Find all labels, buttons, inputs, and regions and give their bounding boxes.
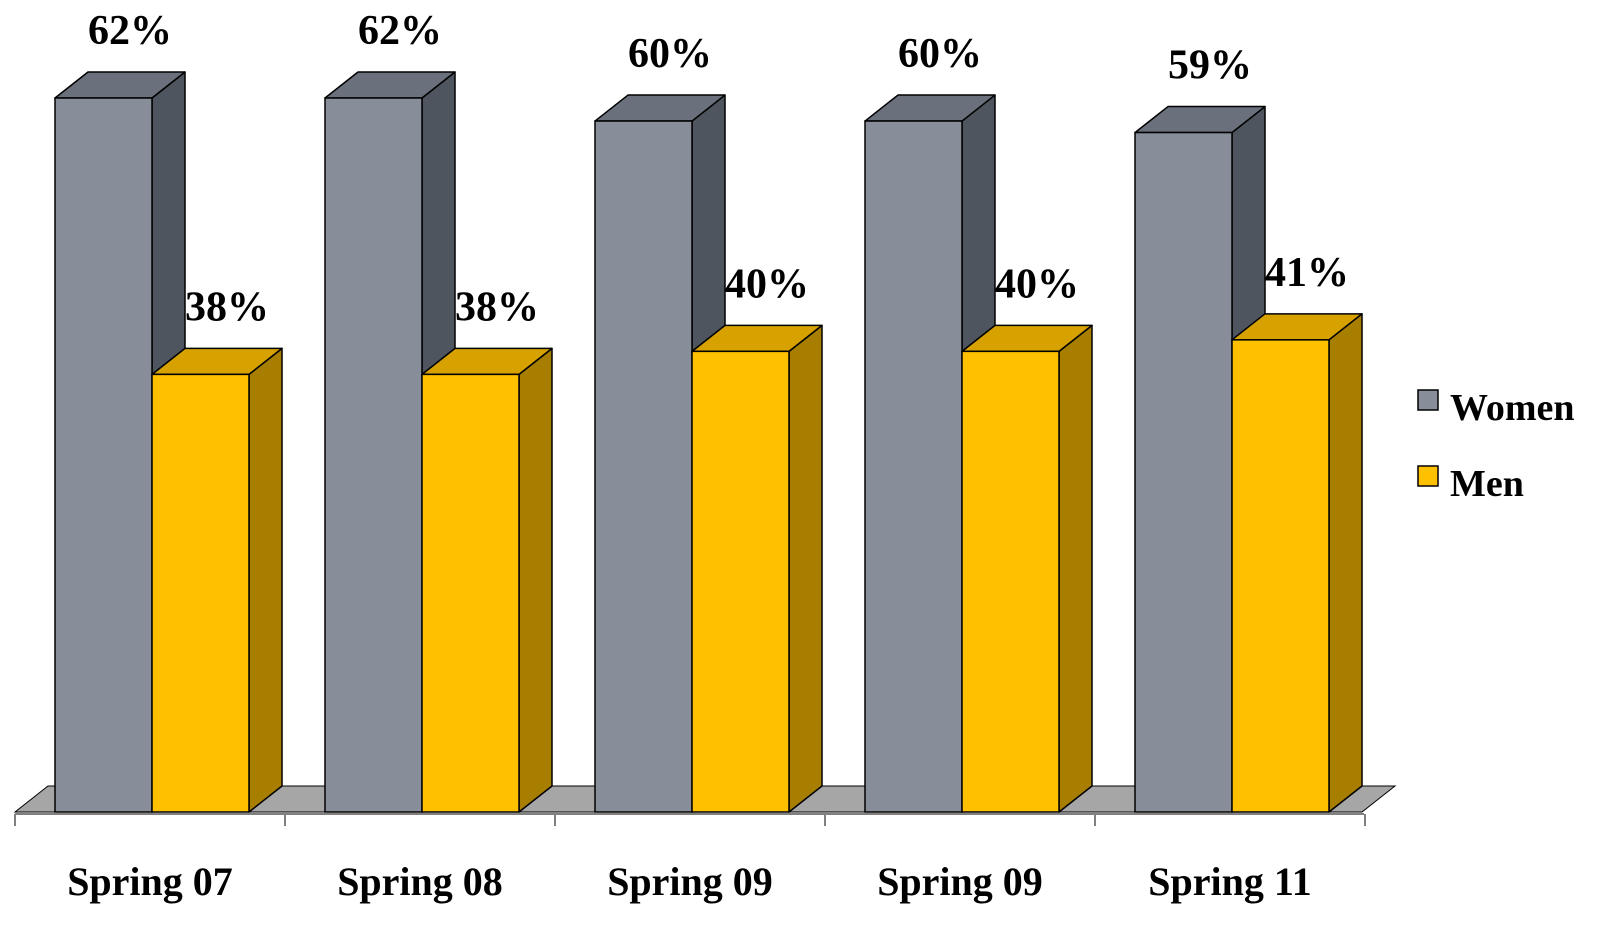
data-label-men-0: 38% bbox=[185, 284, 269, 330]
bar-men-3 bbox=[961, 324, 1093, 813]
category-labels: Spring 07 Spring 08 Spring 09 Spring 09 Spri… bbox=[67, 859, 1312, 904]
bar-women-2 bbox=[594, 94, 726, 813]
data-label-women-1: 62% bbox=[358, 8, 442, 54]
legend-swatch-women bbox=[1417, 389, 1439, 411]
legend: Women Men bbox=[1417, 387, 1575, 505]
data-label-men-1: 38% bbox=[455, 284, 539, 330]
bar-men-2 bbox=[691, 324, 823, 813]
data-label-men-4: 41% bbox=[1265, 250, 1349, 296]
bar-men-4 bbox=[1231, 313, 1363, 813]
category-label-3: Spring 09 bbox=[877, 859, 1043, 904]
category-label-0: Spring 07 bbox=[67, 859, 233, 904]
category-label-1: Spring 08 bbox=[337, 859, 503, 904]
data-label-men-3: 40% bbox=[995, 261, 1079, 307]
bars bbox=[54, 71, 1363, 813]
legend-label-women: Women bbox=[1450, 387, 1575, 429]
legend-swatch-men bbox=[1417, 465, 1439, 487]
data-label-women-4: 59% bbox=[1168, 43, 1252, 89]
data-label-men-2: 40% bbox=[725, 261, 809, 307]
bar-men-0 bbox=[151, 347, 283, 813]
category-label-4: Spring 11 bbox=[1148, 859, 1311, 904]
category-label-2: Spring 09 bbox=[607, 859, 773, 904]
data-label-women-2: 60% bbox=[628, 31, 712, 77]
x-axis bbox=[14, 813, 1366, 826]
bar-men-1 bbox=[421, 347, 553, 813]
data-labels: 62% 38% 62% 38% 60% 40% 60% 40% 59% 41% bbox=[88, 8, 1349, 330]
data-label-women-0: 62% bbox=[88, 8, 172, 54]
legend-label-men: Men bbox=[1450, 463, 1524, 505]
data-label-women-3: 60% bbox=[898, 31, 982, 77]
